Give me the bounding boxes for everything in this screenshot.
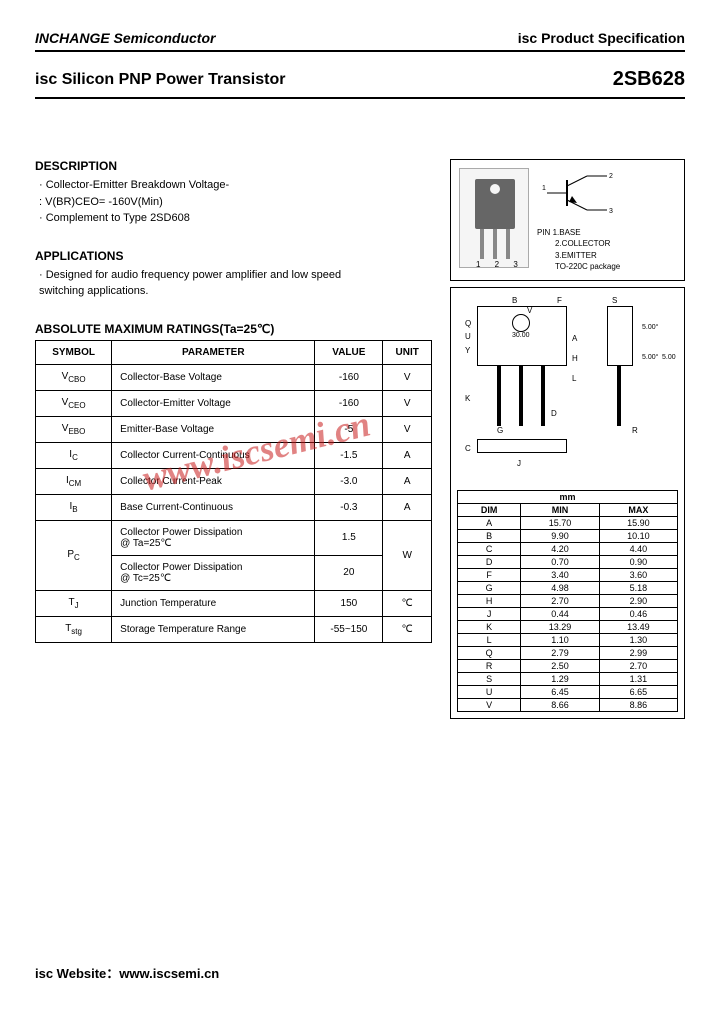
pin-info: 1 2 3 PIN 1.BASE 2.COLLECTOR 3.EMITTER T… bbox=[537, 168, 676, 272]
ratings-table: SYMBOL PARAMETER VALUE UNIT VCBOCollecto… bbox=[35, 340, 432, 643]
table-row: K13.2913.49 bbox=[458, 620, 678, 633]
table-row: R2.502.70 bbox=[458, 659, 678, 672]
table-row: D0.700.90 bbox=[458, 555, 678, 568]
svg-text:2: 2 bbox=[609, 173, 613, 180]
package-box: 1 2 3 1 2 3 PIN 1.BASE 2.COLLECTOR bbox=[450, 159, 685, 281]
part-number: 2SB628 bbox=[613, 68, 685, 91]
company-name: INCHANGE Semiconductor bbox=[35, 30, 215, 46]
description-heading: DESCRIPTION bbox=[35, 159, 432, 173]
dims-col-max: MAX bbox=[599, 503, 677, 516]
product-title: isc Silicon PNP Power Transistor bbox=[35, 71, 285, 89]
table-row: A15.7015.90 bbox=[458, 516, 678, 529]
desc-line: : V(BR)CEO= -160V(Min) bbox=[39, 194, 432, 211]
table-row: H2.702.90 bbox=[458, 594, 678, 607]
table-row: F3.403.60 bbox=[458, 568, 678, 581]
table-row: ICCollector Current-Continuous-1.5A bbox=[36, 442, 432, 468]
table-row: U6.456.65 bbox=[458, 685, 678, 698]
header-right: isc Product Specification bbox=[518, 30, 685, 46]
header: INCHANGE Semiconductor isc Product Speci… bbox=[35, 30, 685, 52]
table-row: L1.101.30 bbox=[458, 633, 678, 646]
svg-text:1: 1 bbox=[542, 185, 546, 192]
table-row: C4.204.40 bbox=[458, 542, 678, 555]
applications-heading: APPLICATIONS bbox=[35, 249, 432, 263]
table-row: G4.985.18 bbox=[458, 581, 678, 594]
dimensions-table: mm DIM MIN MAX A15.7015.90B9.9010.10C4.2… bbox=[457, 490, 678, 712]
svg-text:3: 3 bbox=[609, 208, 613, 215]
title-row: isc Silicon PNP Power Transistor 2SB628 bbox=[35, 68, 685, 99]
transistor-symbol-icon: 1 2 3 bbox=[537, 168, 617, 218]
app-line: · Designed for audio frequency power amp… bbox=[39, 267, 432, 284]
package-image: 1 2 3 bbox=[459, 168, 529, 268]
col-param: PARAMETER bbox=[112, 340, 315, 364]
table-row: B9.9010.10 bbox=[458, 529, 678, 542]
mechanical-drawing: B V F Q U Y A H L K D G C J S R 30.00 5.… bbox=[457, 294, 678, 484]
table-row: PCCollector Power Dissipation@ Ta=25℃1.5… bbox=[36, 520, 432, 555]
col-unit: UNIT bbox=[383, 340, 432, 364]
app-line: switching applications. bbox=[39, 283, 432, 300]
table-row: VEBOEmitter-Base Voltage-5V bbox=[36, 416, 432, 442]
dims-col-dim: DIM bbox=[458, 503, 521, 516]
col-value: VALUE bbox=[315, 340, 383, 364]
desc-line: · Collector-Emitter Breakdown Voltage- bbox=[39, 177, 432, 194]
desc-line: · Complement to Type 2SD608 bbox=[39, 210, 432, 227]
table-row: J0.440.46 bbox=[458, 607, 678, 620]
ratings-heading: ABSOLUTE MAXIMUM RATINGS(Ta=25℃) bbox=[35, 322, 432, 336]
table-row: VCBOCollector-Base Voltage-160V bbox=[36, 364, 432, 390]
table-row: S1.291.31 bbox=[458, 672, 678, 685]
table-row: Q2.792.99 bbox=[458, 646, 678, 659]
table-row: VCEOCollector-Emitter Voltage-160V bbox=[36, 390, 432, 416]
table-row: IBBase Current-Continuous-0.3A bbox=[36, 494, 432, 520]
table-row: V8.668.86 bbox=[458, 698, 678, 711]
description-list: · Collector-Emitter Breakdown Voltage- :… bbox=[39, 177, 432, 227]
footer: isc Website：www.iscsemi.cn bbox=[35, 963, 219, 982]
mechanical-box: B V F Q U Y A H L K D G C J S R 30.00 5.… bbox=[450, 287, 685, 719]
dims-unit: mm bbox=[458, 490, 678, 503]
table-row: TstgStorage Temperature Range-55~150℃ bbox=[36, 616, 432, 642]
dims-col-min: MIN bbox=[521, 503, 599, 516]
table-row: ICMCollector Current-Peak-3.0A bbox=[36, 468, 432, 494]
table-row: TJJunction Temperature150℃ bbox=[36, 590, 432, 616]
col-symbol: SYMBOL bbox=[36, 340, 112, 364]
applications-list: · Designed for audio frequency power amp… bbox=[39, 267, 432, 300]
